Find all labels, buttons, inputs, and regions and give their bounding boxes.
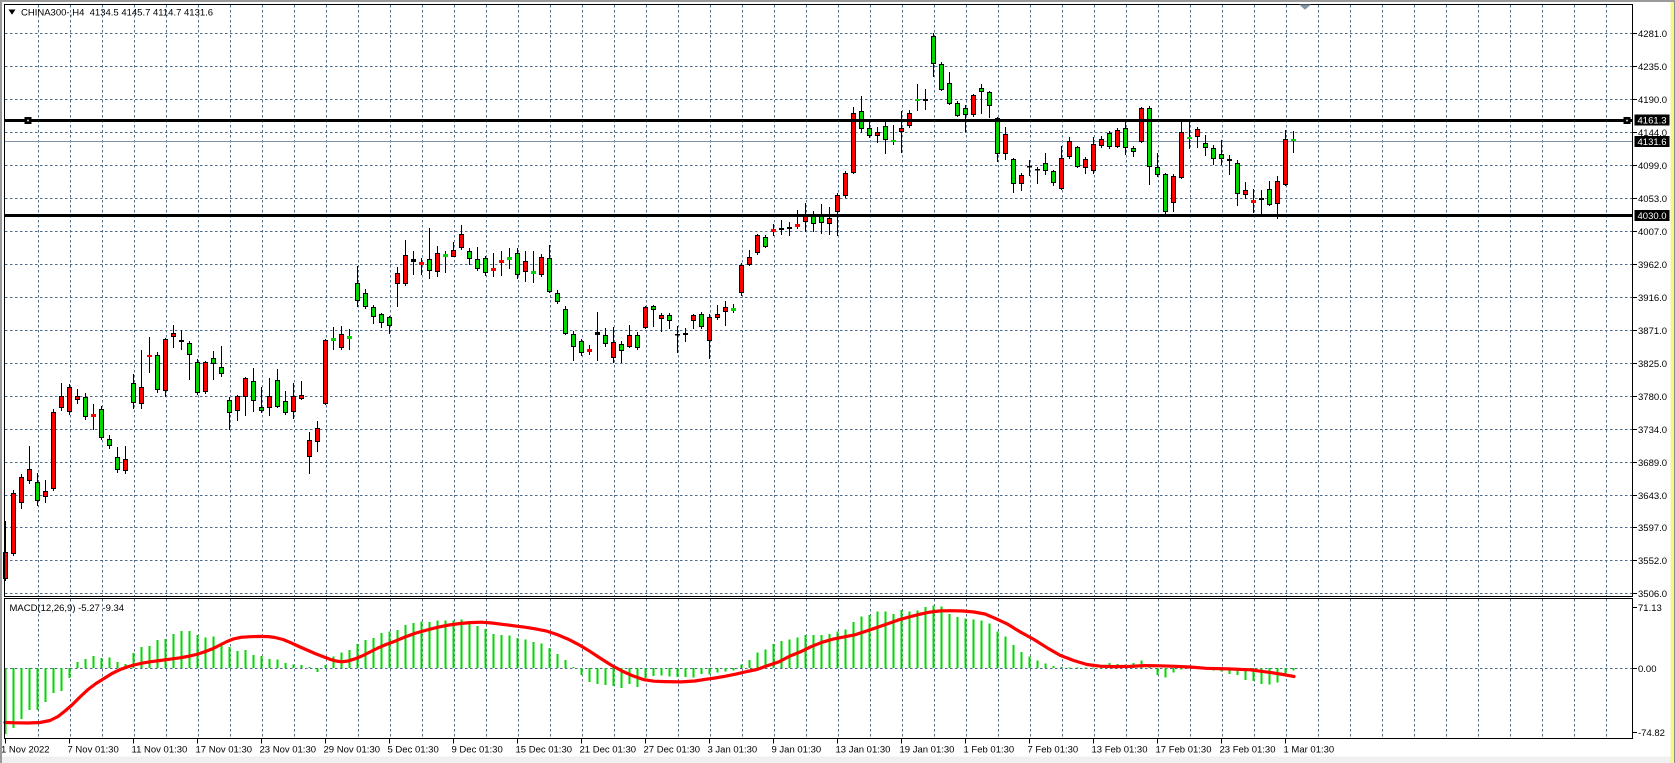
svg-text:4190.0: 4190.0 bbox=[1638, 95, 1667, 106]
svg-text:13 Jan 01:30: 13 Jan 01:30 bbox=[836, 745, 891, 756]
svg-text:5 Dec 01:30: 5 Dec 01:30 bbox=[388, 745, 439, 756]
svg-text:3689.0: 3689.0 bbox=[1638, 458, 1667, 469]
svg-text:23 Nov 01:30: 23 Nov 01:30 bbox=[260, 745, 317, 756]
svg-text:3780.0: 3780.0 bbox=[1638, 392, 1667, 403]
svg-text:4053.0: 4053.0 bbox=[1638, 194, 1667, 205]
svg-text:15 Dec 01:30: 15 Dec 01:30 bbox=[516, 745, 573, 756]
svg-text:7 Feb 01:30: 7 Feb 01:30 bbox=[1028, 745, 1079, 756]
svg-text:17 Feb 01:30: 17 Feb 01:30 bbox=[1156, 745, 1212, 756]
svg-text:1 Feb 01:30: 1 Feb 01:30 bbox=[964, 745, 1015, 756]
svg-text:23 Feb 01:30: 23 Feb 01:30 bbox=[1220, 745, 1276, 756]
svg-text:CHINA300-,H4 4134.5 4145.7 41: CHINA300-,H4 4134.5 4145.7 4114.7 4131.6 bbox=[21, 8, 213, 19]
svg-text:3734.0: 3734.0 bbox=[1638, 425, 1667, 436]
svg-text:3643.0: 3643.0 bbox=[1638, 491, 1667, 502]
svg-text:71.13: 71.13 bbox=[1638, 603, 1662, 614]
svg-text:3825.0: 3825.0 bbox=[1638, 359, 1667, 370]
svg-text:3916.0: 3916.0 bbox=[1638, 293, 1667, 304]
svg-text:4030.0: 4030.0 bbox=[1638, 211, 1667, 222]
svg-text:9 Jan 01:30: 9 Jan 01:30 bbox=[772, 745, 822, 756]
svg-text:3871.0: 3871.0 bbox=[1638, 326, 1667, 337]
svg-text:4131.6: 4131.6 bbox=[1638, 137, 1667, 148]
svg-text:11 Nov 01:30: 11 Nov 01:30 bbox=[132, 745, 188, 756]
svg-text:13 Feb 01:30: 13 Feb 01:30 bbox=[1092, 745, 1148, 756]
svg-text:4161.3: 4161.3 bbox=[1638, 116, 1667, 127]
svg-text:MACD(12,26,9) -5.27 -9.34: MACD(12,26,9) -5.27 -9.34 bbox=[10, 603, 125, 614]
svg-text:4099.0: 4099.0 bbox=[1638, 161, 1667, 172]
svg-text:4235.0: 4235.0 bbox=[1638, 62, 1667, 73]
svg-text:7 Nov 01:30: 7 Nov 01:30 bbox=[68, 745, 119, 756]
svg-text:4281.0: 4281.0 bbox=[1638, 29, 1667, 40]
svg-text:29 Nov 01:30: 29 Nov 01:30 bbox=[324, 745, 381, 756]
svg-text:3506.0: 3506.0 bbox=[1638, 589, 1667, 600]
svg-text:9 Dec 01:30: 9 Dec 01:30 bbox=[452, 745, 503, 756]
svg-text:27 Dec 01:30: 27 Dec 01:30 bbox=[644, 745, 701, 756]
svg-text:1 Mar 01:30: 1 Mar 01:30 bbox=[1284, 745, 1335, 756]
svg-text:3552.0: 3552.0 bbox=[1638, 556, 1667, 567]
svg-text:1 Nov 2022: 1 Nov 2022 bbox=[1, 745, 50, 756]
svg-text:19 Jan 01:30: 19 Jan 01:30 bbox=[900, 745, 955, 756]
svg-text:3 Jan 01:30: 3 Jan 01:30 bbox=[708, 745, 758, 756]
svg-text:21 Dec 01:30: 21 Dec 01:30 bbox=[580, 745, 637, 756]
svg-text:4007.0: 4007.0 bbox=[1638, 227, 1667, 238]
svg-text:3597.0: 3597.0 bbox=[1638, 523, 1667, 534]
svg-text:-74.82: -74.82 bbox=[1638, 728, 1665, 739]
svg-text:17 Nov 01:30: 17 Nov 01:30 bbox=[196, 745, 253, 756]
svg-text:4144.0: 4144.0 bbox=[1638, 128, 1667, 139]
svg-text:3962.0: 3962.0 bbox=[1638, 260, 1667, 271]
svg-text:0.00: 0.00 bbox=[1638, 664, 1657, 675]
